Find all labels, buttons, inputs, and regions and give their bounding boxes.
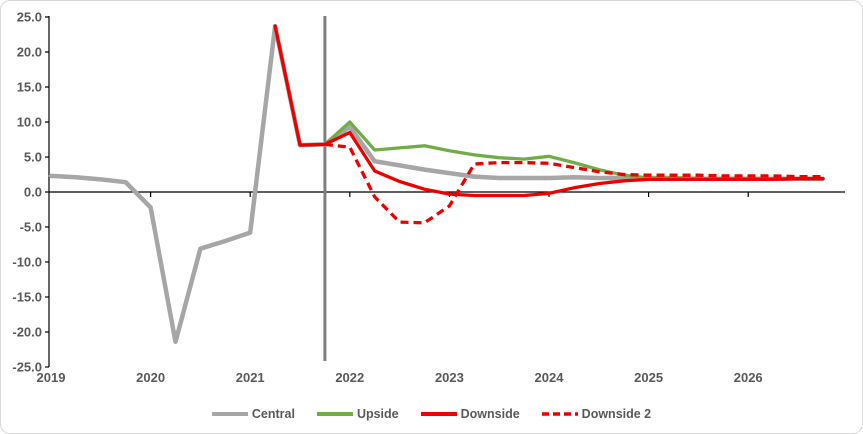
y-axis-tick-label: -10.0 xyxy=(12,255,42,270)
series-line-upside xyxy=(323,120,825,181)
x-axis-tick-label: 2026 xyxy=(734,370,763,385)
y-axis-tick-label: -25.0 xyxy=(12,360,42,375)
y-axis-tick-label: 20.0 xyxy=(17,45,42,60)
legend-line-sample-downside xyxy=(420,412,457,416)
legend-label-central: Central xyxy=(251,407,295,421)
y-axis-tick-label: 10.0 xyxy=(17,115,42,130)
series-line-downside xyxy=(273,24,825,198)
legend-line-sample-downside-2 xyxy=(541,412,578,416)
y-axis-tick-label: -5.0 xyxy=(20,220,42,235)
legend-label-downside-2: Downside 2 xyxy=(581,407,652,421)
y-axis-tick-label: 0.0 xyxy=(24,185,42,200)
y-axis-tick-label: 25.0 xyxy=(17,10,42,25)
series-line-downside-2 xyxy=(324,142,823,225)
x-axis-tick-label: 2024 xyxy=(535,370,565,385)
y-axis-tick-label: -20.0 xyxy=(12,325,42,340)
x-axis-tick-label: 2019 xyxy=(37,370,66,385)
y-axis-tick-label: -15.0 xyxy=(12,290,42,305)
y-axis-tick-label: 5.0 xyxy=(24,150,42,165)
legend-item-central: Central xyxy=(211,407,295,421)
legend-item-downside: Downside xyxy=(420,407,520,421)
legend-label-upside: Upside xyxy=(356,407,399,421)
x-axis-tick-label: 2022 xyxy=(335,370,364,385)
legend-item-downside-2: Downside 2 xyxy=(541,407,652,421)
series-line-central xyxy=(48,23,826,345)
legend-label-downside: Downside xyxy=(460,407,520,421)
x-axis-tick-label: 2023 xyxy=(435,370,464,385)
y-axis-tick-label: 15.0 xyxy=(17,80,42,95)
chart-legend: Central Upside Downside Downside 2 xyxy=(1,407,862,421)
x-axis-tick-label: 2025 xyxy=(634,370,663,385)
x-axis-tick-label: 2020 xyxy=(136,370,165,385)
x-axis-tick-label: 2021 xyxy=(236,370,265,385)
legend-line-sample-upside xyxy=(316,412,353,416)
legend-line-sample-central xyxy=(211,412,248,416)
legend-item-upside: Upside xyxy=(316,407,399,421)
